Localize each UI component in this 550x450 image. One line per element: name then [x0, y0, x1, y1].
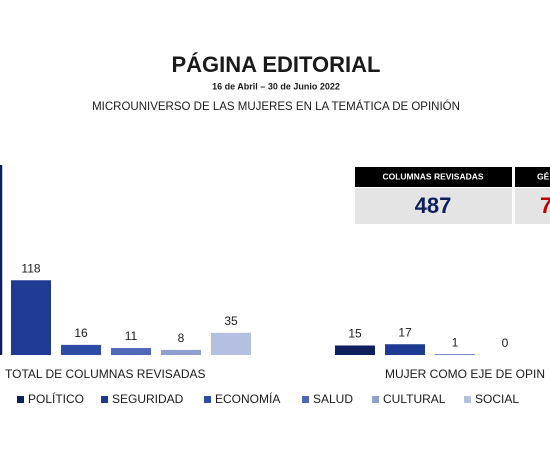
stat-header: [515, 167, 550, 187]
value-label: 16: [74, 326, 88, 340]
value-label: 17: [398, 325, 412, 339]
category-label: TOTAL DE COLUMNAS REVISADAS: [5, 367, 206, 381]
stat-box: [355, 188, 512, 224]
title: PÁGINA EDITORIAL: [171, 52, 380, 77]
bar: [211, 332, 251, 355]
bar: [11, 280, 51, 355]
stat-box: [515, 188, 550, 224]
subtitle: MICROUNIVERSO DE LAS MUJERES EN LA TEMÁT…: [92, 100, 460, 113]
legend-swatch: [101, 396, 108, 403]
bar: [435, 354, 475, 355]
stat-value: 487: [415, 193, 452, 218]
legend-swatch: [372, 396, 379, 403]
bar: [161, 349, 201, 355]
value-label: 11: [125, 329, 138, 343]
legend-swatch: [17, 396, 24, 403]
bar: [61, 344, 101, 355]
legend-label: POLÍTICO: [28, 391, 84, 406]
value-label: 35: [224, 314, 238, 328]
value-label: 8: [178, 331, 185, 345]
legend-label: CULTURAL: [383, 392, 446, 406]
value-label: 15: [348, 327, 362, 341]
legend-swatch: [464, 396, 471, 403]
stat-label: COLUMNAS REVISADAS: [382, 171, 483, 181]
value-label: 118: [21, 261, 40, 275]
value-label: 0: [502, 336, 509, 350]
bar: [335, 345, 375, 355]
stat-header: [355, 167, 512, 187]
legend-label: ECONOMÍA: [215, 391, 280, 406]
bar: [385, 344, 425, 355]
bar: [111, 348, 151, 355]
legend-swatch: [302, 396, 309, 403]
value-label: 1: [452, 336, 459, 350]
legend-label: SALUD: [313, 392, 353, 406]
category-label: MUJER COMO EJE DE OPIN: [385, 367, 545, 381]
date: 16 de Abril – 30 de Junio 2022: [212, 81, 340, 91]
legend-label: SOCIAL: [475, 392, 519, 406]
legend-swatch: [204, 396, 211, 403]
legend-label: SEGURIDAD: [112, 392, 184, 406]
stat-label: GÉ: [537, 171, 550, 181]
stat-value: 7: [540, 193, 550, 218]
